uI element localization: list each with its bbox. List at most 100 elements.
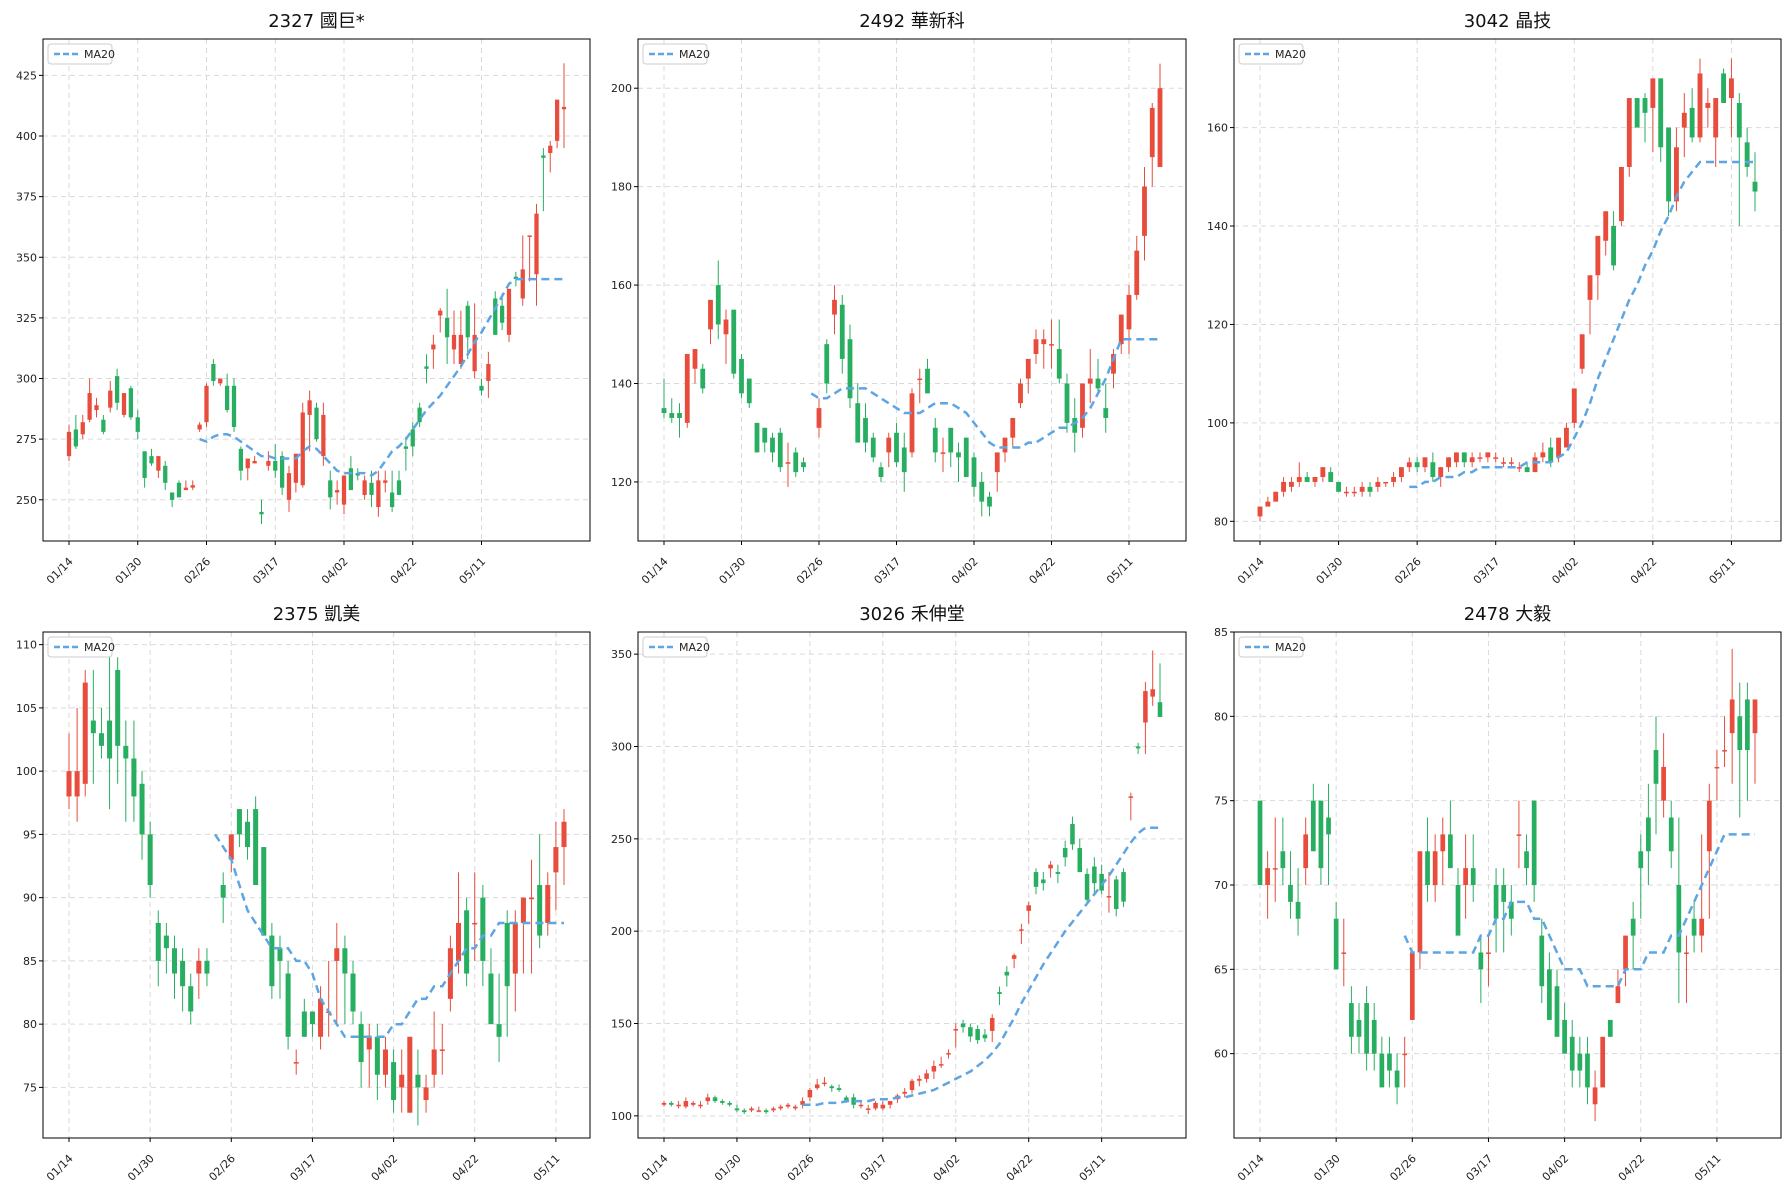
candle-body [700,368,706,389]
candle-body [708,299,713,330]
candle-body [886,437,892,453]
candle-body [348,468,354,491]
candle-body [987,496,992,507]
x-tick-label: 04/02 [1549,555,1581,587]
candle-body [1577,1053,1583,1071]
candle-body [350,973,356,1012]
candle-body [1359,486,1365,492]
candle-body [1736,102,1742,138]
x-tick-label: 01/14 [44,1152,76,1184]
y-tick-label: 75 [23,1081,37,1094]
candle-body [901,447,907,473]
legend: MA20 [47,43,115,65]
candle-body [997,992,1002,994]
candle-body [545,885,551,923]
candle-body [692,349,698,369]
candle-body [793,1106,798,1109]
candle-body [1706,800,1712,852]
panel-1: 2327 國巨* 250 275 300 325 350 375 400 425 01/14 01/… [16,11,591,587]
plot-frame [42,38,591,542]
candle-body [1157,702,1163,717]
y-tick-label: 80 [23,1018,37,1031]
candle-body [948,427,954,453]
candle-body [1562,1019,1567,1054]
candle-body [1318,800,1324,869]
candle-body [1745,699,1750,751]
candle-body [1569,1036,1575,1071]
candle-body [98,733,104,746]
candle-body [362,480,367,495]
candle-body [415,1074,421,1088]
candle-body [66,431,72,457]
candle-body [444,317,450,338]
candle-body [1048,864,1053,869]
candle-body [1461,452,1467,463]
y-tick-label: 325 [16,312,37,325]
x-tick-label: 01/14 [44,555,76,587]
candle-body [677,413,682,418]
candle-body [953,1029,959,1031]
y-tick-label: 140 [611,378,632,391]
legend: MA20 [1238,636,1306,658]
candle-body [1539,935,1545,987]
legend-box [642,636,708,658]
x-tick-label: 01/14 [1235,1152,1267,1184]
candle-body [188,986,194,1012]
candle-body [720,1101,725,1103]
candle-body [1673,147,1679,202]
candle-body [870,437,876,458]
candle-body [293,1062,299,1064]
candle-body [902,1091,907,1094]
candle-body [196,960,202,974]
x-tick-label: 01/30 [717,555,749,587]
candle-body [1077,848,1083,873]
candle-body [1477,457,1483,459]
candle-body [1470,868,1476,885]
candle-body [763,1110,769,1113]
candle-body [924,1073,929,1079]
candle-body [832,299,837,315]
candle-body [307,400,312,415]
x-tick-label: 02/26 [794,555,826,587]
candle-body [873,1102,878,1109]
candle-body [149,456,154,464]
legend: MA20 [642,636,710,658]
candle-body [1668,817,1674,852]
candle-body [197,424,202,430]
candle-body [259,511,264,515]
candle-body [451,334,457,350]
candle-body [1056,349,1062,379]
candle-body [1752,699,1758,734]
candle-body [712,1097,718,1102]
candle-body [245,458,250,469]
x-tick-label: 03/17 [872,555,904,587]
candle-body [855,403,861,443]
candle-body [1714,766,1720,769]
candle-body [479,385,484,391]
chart-title: 3042 晶技 [1464,11,1552,32]
legend-box [642,43,708,65]
panel-3: 3042 晶技 80 100 120 140 160 01/14 01/30 02/26 03/1… [1207,11,1782,587]
x-tick-label: 03/17 [1471,555,1503,587]
candle-body [690,1102,696,1105]
candle-body [190,485,195,488]
candle-body [383,480,388,483]
candle-body [1303,834,1309,869]
candle-body [1626,98,1632,167]
candle-body [800,1101,805,1105]
x-tick-label: 02/26 [1392,555,1424,587]
candle-body [472,334,477,372]
candle-body [321,414,326,457]
chart-title: 2492 華新科 [859,11,965,32]
candle-body [142,451,147,478]
candle-body [1705,102,1711,108]
candle-body [669,413,675,418]
candle-body [1752,181,1758,192]
candle-body [180,960,186,987]
candle-body [1729,699,1735,734]
candle-body [1026,905,1031,911]
candle-body [1531,800,1537,885]
candle-body [464,910,470,974]
ma20-line [214,833,564,1039]
candle-body [1721,73,1727,103]
